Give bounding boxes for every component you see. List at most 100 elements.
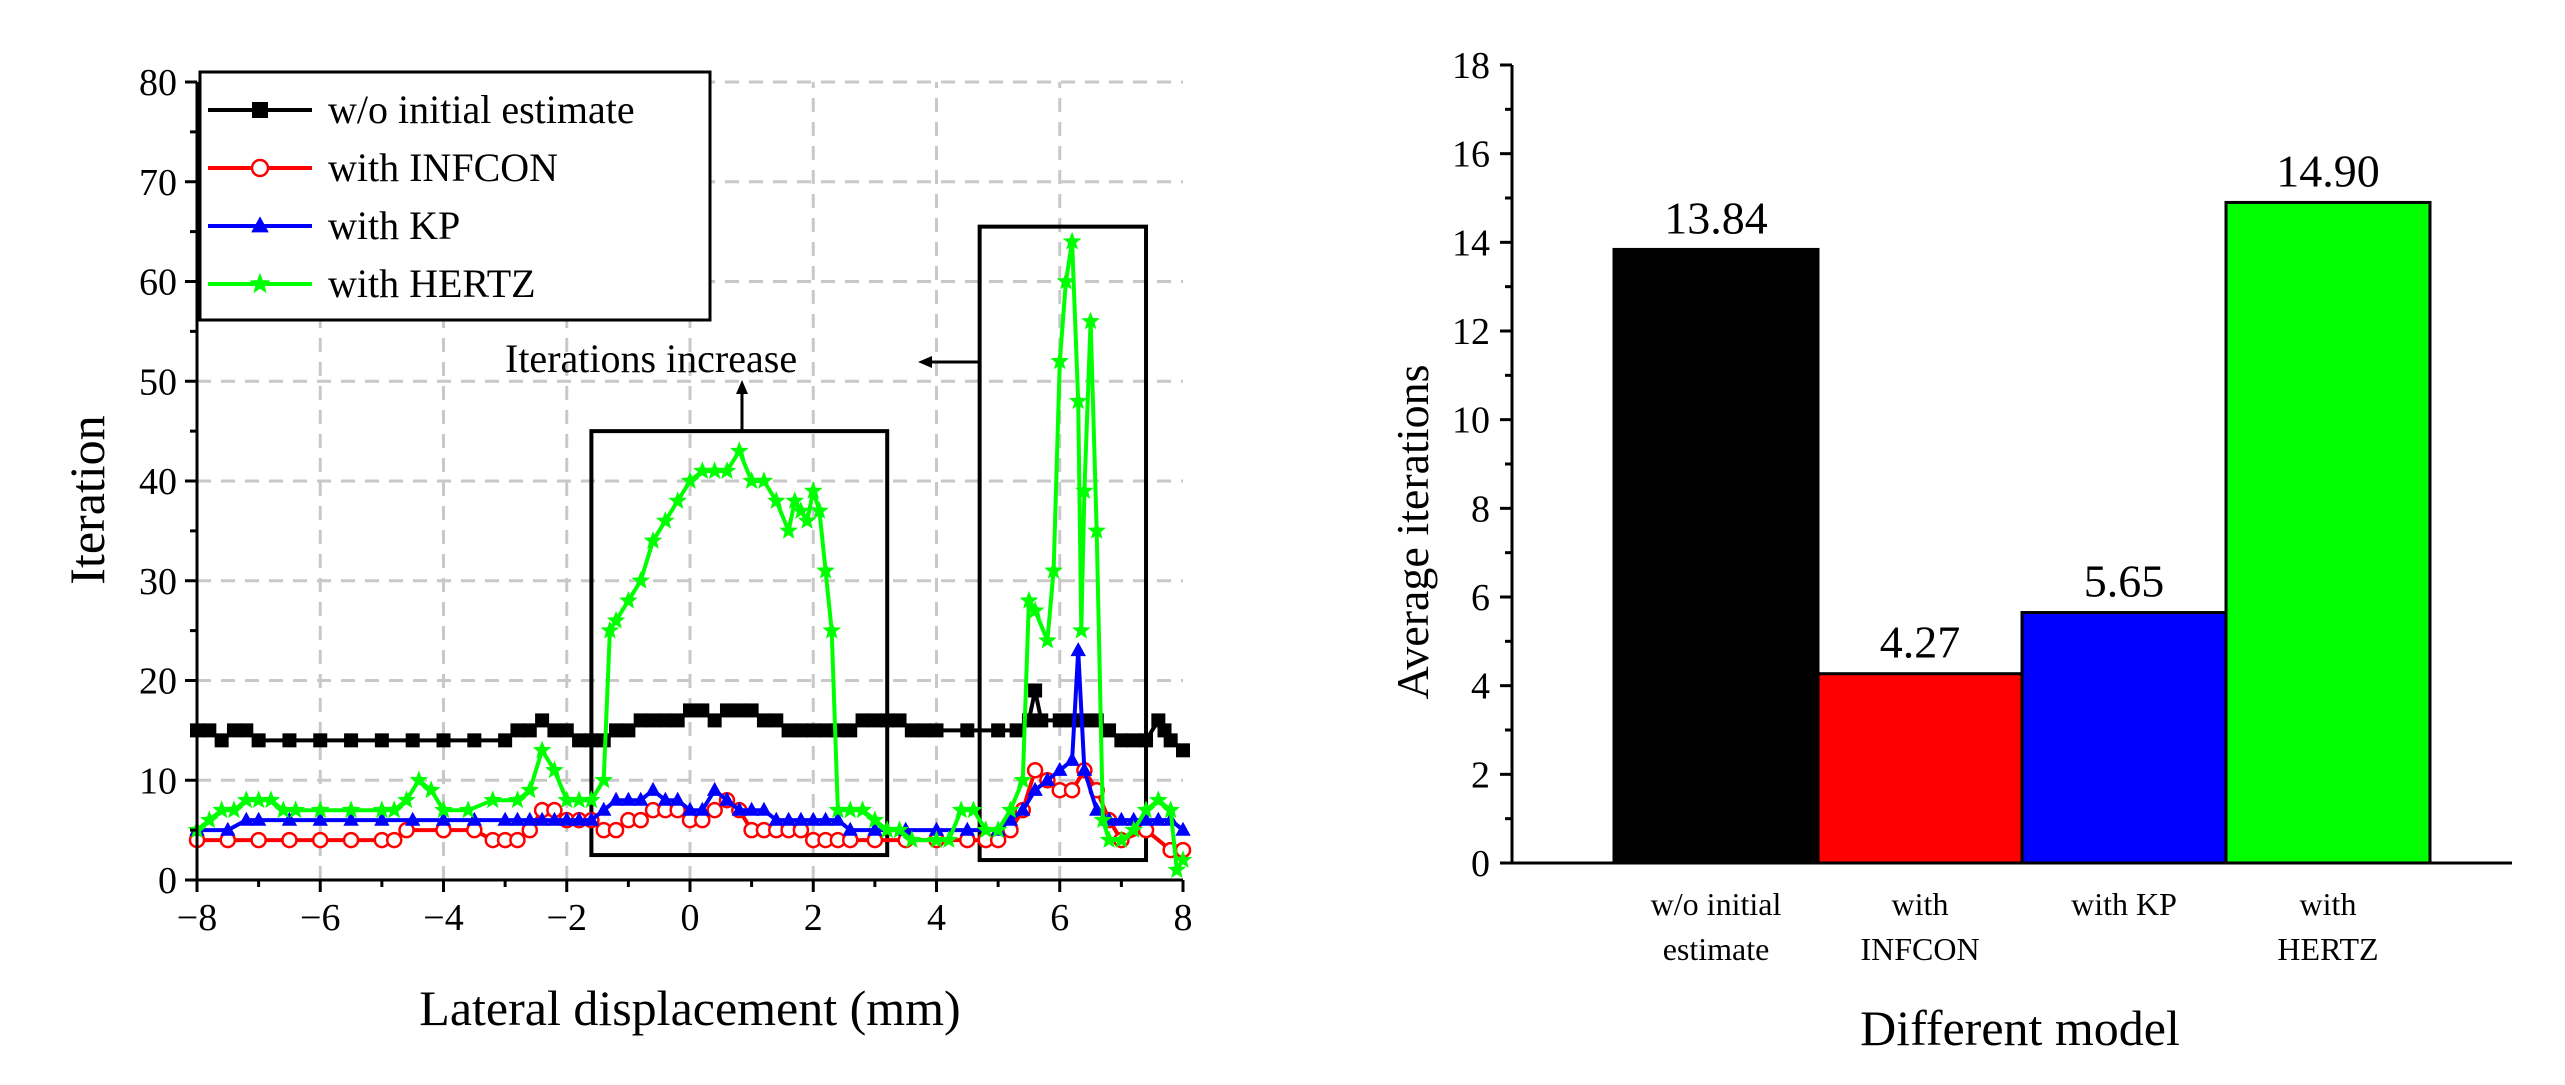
data-point [785, 491, 805, 509]
data-point [976, 820, 996, 839]
data-point [1124, 820, 1143, 839]
data-point [781, 723, 796, 738]
y-axis-title: Average iterations [1387, 364, 1438, 699]
y-tick-label: 12 [1452, 311, 1490, 353]
data-point [606, 610, 626, 629]
y-tick-label: 10 [139, 760, 177, 802]
bars: 13.84 4.27 5.65 14.90 [1612, 145, 2432, 865]
data-point [434, 800, 453, 819]
data-point [374, 733, 389, 748]
data-point [404, 811, 421, 826]
data-point [904, 723, 919, 738]
data-point [1050, 351, 1070, 370]
data-point [1149, 790, 1168, 809]
data-point [668, 491, 687, 509]
data-point [756, 713, 771, 728]
data-point [892, 713, 907, 728]
data-point [498, 733, 513, 748]
data-point [744, 703, 759, 718]
y-tick-label: 0 [1471, 843, 1490, 885]
legend-label: with INFCON [328, 145, 558, 190]
data-point [1076, 761, 1093, 776]
x-axis-title: Different model [1860, 1000, 2180, 1056]
data-point [633, 713, 648, 728]
data-point [547, 723, 562, 738]
series-with-kp [189, 642, 1191, 836]
data-point [214, 733, 229, 748]
annotation-text: Iterations increase [505, 336, 797, 381]
data-point [582, 790, 601, 809]
legend-label: with KP [328, 203, 460, 248]
annotation-arrowhead [736, 380, 748, 394]
data-point [522, 811, 538, 826]
data-point [409, 770, 429, 789]
data-point [584, 733, 599, 748]
data-point [621, 723, 636, 738]
data-point [706, 801, 723, 819]
data-point [719, 791, 735, 806]
data-point [238, 811, 254, 826]
data-point [620, 791, 637, 806]
category-label: w/o initial [1651, 886, 1782, 922]
y-axis-title: Iteration [59, 415, 115, 584]
data-point [546, 811, 563, 826]
data-point [1025, 600, 1045, 619]
data-point [421, 780, 441, 799]
data-point [631, 571, 650, 589]
legend-label: w/o initial estimate [328, 87, 635, 132]
data-point [779, 521, 798, 539]
data-point [313, 733, 328, 748]
data-point [1150, 811, 1167, 826]
data-point [1173, 850, 1193, 868]
data-point [250, 811, 267, 826]
data-point [1064, 751, 1080, 766]
data-point [830, 811, 846, 826]
data-point [583, 811, 600, 826]
data-point [822, 620, 842, 639]
data-point [1062, 231, 1082, 250]
data-point [1075, 481, 1094, 499]
data-point [964, 800, 983, 819]
legend-label: with HERTZ [328, 261, 536, 306]
data-point [251, 216, 269, 233]
data-point [705, 461, 724, 479]
y-tick-label: 2 [1471, 754, 1490, 796]
data-point [1052, 713, 1067, 728]
x-tick-label: 4 [927, 897, 946, 939]
data-point [1026, 762, 1044, 779]
data-point [842, 821, 858, 836]
category-label: with [2300, 886, 2357, 922]
y-tick-label: 6 [1471, 577, 1490, 619]
data-point [817, 811, 834, 826]
data-point [1176, 743, 1190, 758]
data-point [374, 811, 390, 826]
data-point [397, 790, 416, 809]
data-point [818, 723, 833, 738]
data-point [810, 501, 829, 519]
data-point [694, 801, 711, 816]
bar-value-label: 13.84 [1664, 192, 1768, 243]
data-point [806, 723, 821, 738]
data-point [880, 713, 895, 728]
y-tick-label: 50 [139, 361, 177, 403]
y-tick-label: 10 [1452, 400, 1490, 442]
data-point [534, 811, 550, 826]
bar [1612, 247, 1820, 865]
legend-entry: with INFCON [208, 145, 558, 190]
data-point [1027, 781, 1043, 796]
data-point [643, 531, 663, 549]
series-w-o-initial-estimate [190, 683, 1190, 758]
data-point [1034, 713, 1049, 728]
data-point [1077, 713, 1092, 728]
data-point [706, 781, 723, 796]
data-point [646, 713, 661, 728]
bar-chart: 13.84 4.27 5.65 14.90 0 2 4 6 8 10 12 14 16 18 w/o i… [1387, 45, 2512, 1056]
data-point [1070, 642, 1086, 657]
data-point [768, 811, 784, 826]
data-point [890, 820, 909, 839]
data-point [959, 821, 976, 836]
data-point [522, 723, 537, 738]
data-point [607, 821, 625, 839]
data-point [609, 723, 624, 738]
